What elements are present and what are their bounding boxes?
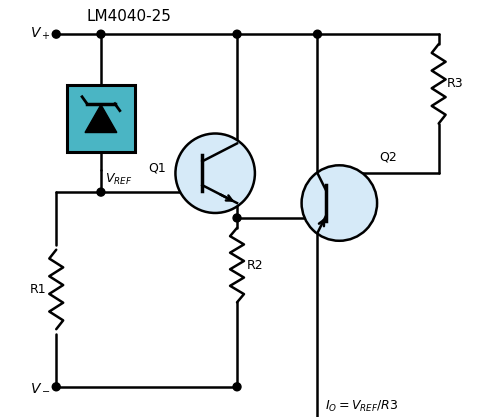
Polygon shape <box>85 104 117 133</box>
Text: LM4040-25: LM4040-25 <box>86 9 170 24</box>
Circle shape <box>52 30 60 38</box>
Bar <box>67 85 134 153</box>
Text: R2: R2 <box>246 259 263 272</box>
Circle shape <box>233 214 240 222</box>
Text: $V_+$: $V_+$ <box>30 26 50 42</box>
Circle shape <box>301 165 376 241</box>
Circle shape <box>52 383 60 391</box>
Text: Q1: Q1 <box>147 162 165 175</box>
Circle shape <box>97 30 105 38</box>
Text: $V_-$: $V_-$ <box>30 380 50 394</box>
Text: $I_O = V_{REF}/R3$: $I_O = V_{REF}/R3$ <box>325 399 398 414</box>
Text: Q2: Q2 <box>378 150 396 163</box>
Text: R1: R1 <box>30 283 46 296</box>
Circle shape <box>175 133 254 213</box>
Text: R3: R3 <box>446 77 462 90</box>
Circle shape <box>233 30 240 38</box>
Text: $V_{REF}$: $V_{REF}$ <box>105 172 132 187</box>
Circle shape <box>313 30 321 38</box>
Circle shape <box>233 383 240 391</box>
Circle shape <box>97 188 105 196</box>
